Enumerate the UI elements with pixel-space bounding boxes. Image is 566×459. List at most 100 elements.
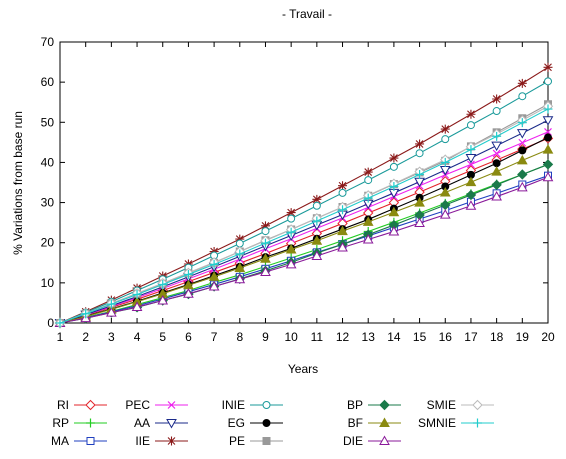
plot-frame	[59, 41, 549, 324]
y-tick-label: 70	[41, 35, 55, 49]
legend-item-bp: BP	[347, 398, 401, 412]
x-tick-label: 13	[362, 330, 376, 344]
data-point-die	[542, 171, 554, 182]
legend-marker-aa	[166, 419, 177, 429]
x-tick-label: 19	[516, 330, 530, 344]
data-point-iie	[415, 139, 425, 149]
data-point-iie	[517, 78, 527, 88]
legend-marker-smnie	[473, 418, 482, 428]
x-tick-label: 1	[57, 330, 64, 344]
data-point-iie	[363, 167, 373, 177]
data-point-smnie	[286, 227, 296, 237]
data-point-inie	[261, 227, 270, 236]
data-point-smnie	[106, 299, 116, 309]
data-point-smnie	[209, 259, 219, 269]
data-point-bf	[311, 235, 323, 245]
data-point-bp	[542, 159, 554, 170]
data-point-bf	[414, 197, 425, 207]
data-point-inie	[364, 176, 373, 185]
series-inie	[56, 77, 552, 327]
y-tick-label: 20	[41, 236, 55, 250]
data-point-iie	[235, 234, 245, 244]
legend-label-smie: SMIE	[427, 398, 456, 412]
series-bf	[54, 144, 554, 327]
series-line-inie	[59, 80, 549, 324]
legend-label-iie: IIE	[135, 434, 150, 448]
data-point-bf	[542, 144, 554, 154]
series-die	[54, 171, 554, 327]
x-tick-label: 17	[464, 330, 478, 344]
legend-marker-pec	[167, 401, 176, 409]
data-point-iie	[209, 247, 219, 257]
data-point-bf	[491, 166, 502, 176]
data-point-bp	[465, 189, 477, 201]
legend-item-smie: SMIE	[427, 398, 494, 412]
legend-label-die: DIE	[343, 434, 363, 448]
data-point-aa	[542, 116, 554, 126]
series-smnie	[55, 104, 553, 328]
data-point-bf	[208, 271, 220, 281]
series-line-die	[59, 176, 549, 324]
data-point-die	[414, 217, 425, 228]
legend-label-pe: PE	[229, 434, 245, 448]
data-point-pec	[518, 138, 527, 147]
x-tick-label: 18	[490, 330, 504, 344]
legend-item-die: DIE	[343, 434, 401, 448]
x-tick-label: 14	[387, 330, 401, 344]
legend-marker-smie	[472, 399, 483, 411]
data-point-pec	[492, 149, 501, 158]
data-point-inie	[235, 239, 244, 248]
legend-label-pec: PEC	[125, 398, 150, 412]
data-point-bf	[234, 262, 246, 273]
data-point-smnie	[543, 104, 553, 114]
legend-marker-eg	[262, 419, 271, 427]
series-line-iie	[59, 66, 549, 324]
x-tick-label: 20	[541, 330, 555, 344]
data-point-smnie	[466, 145, 476, 155]
y-tick-label: 50	[41, 115, 55, 129]
legend-marker-iie	[167, 436, 176, 446]
data-point-smnie	[55, 318, 65, 328]
data-point-aa	[491, 141, 502, 152]
data-point-iie	[466, 109, 476, 119]
data-point-smnie	[338, 205, 348, 215]
legend-item-aa: AA	[134, 416, 188, 430]
x-tick-label: 10	[284, 330, 298, 344]
x-axis-label: Years	[288, 362, 318, 376]
x-tick-label: 4	[134, 330, 141, 344]
data-point-bf	[516, 154, 528, 165]
x-tick-label: 8	[236, 330, 243, 344]
x-tick-label: 16	[439, 330, 453, 344]
y-axis-label: % Variations from base run	[11, 111, 25, 255]
legend-item-pe: PE	[229, 434, 283, 448]
data-point-iie	[440, 124, 450, 134]
x-tick-label: 2	[82, 330, 89, 344]
y-tick-label: 60	[41, 75, 55, 89]
data-point-die	[362, 233, 374, 244]
x-tick-label: 7	[211, 330, 218, 344]
legend-label-inie: INIE	[222, 398, 245, 412]
series-line-pec	[59, 131, 549, 324]
legend-item-inie: INIE	[222, 398, 283, 412]
x-tick-label: 3	[108, 330, 115, 344]
data-point-die	[208, 280, 220, 291]
data-point-smnie	[415, 169, 425, 179]
data-point-die	[465, 200, 477, 210]
y-tick-label: 40	[41, 155, 55, 169]
legend-item-iie: IIE	[135, 434, 188, 448]
data-point-die	[516, 181, 528, 192]
data-point-iie	[260, 221, 270, 231]
data-point-inie	[441, 135, 450, 144]
data-point-die	[311, 250, 323, 260]
x-tick-label: 5	[159, 330, 166, 344]
data-point-smnie	[517, 118, 527, 128]
y-tick-label: 0	[47, 316, 54, 330]
data-point-inie	[415, 149, 424, 158]
data-point-die	[157, 295, 169, 305]
legend-item-ma: MA	[51, 434, 107, 448]
data-point-iie	[338, 181, 348, 191]
data-point-aa	[465, 154, 477, 164]
data-point-die	[234, 273, 246, 284]
